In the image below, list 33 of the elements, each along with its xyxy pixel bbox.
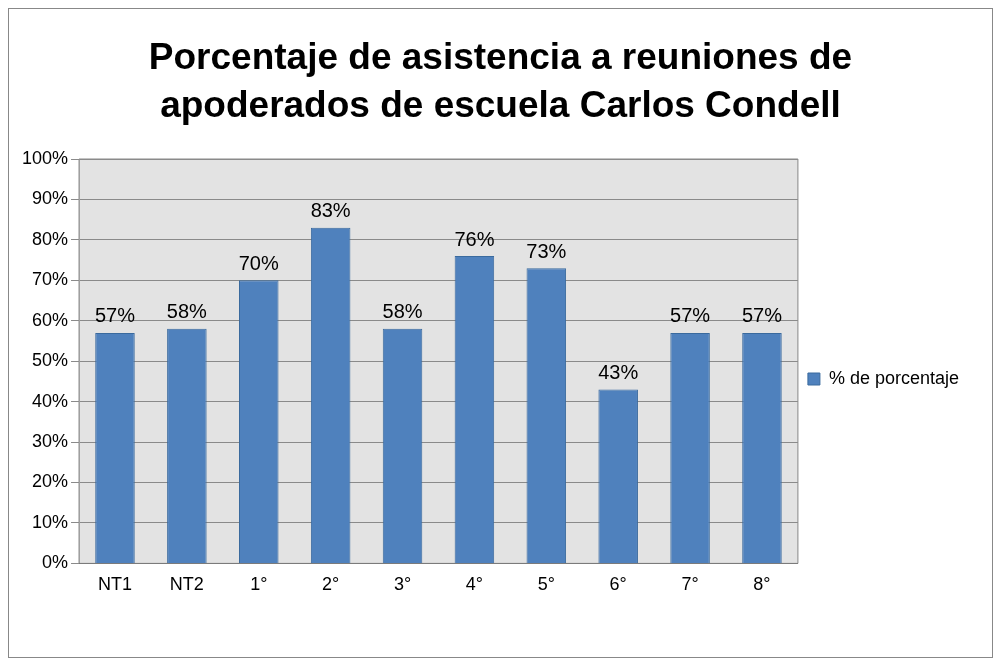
x-tick-label: 3° bbox=[393, 574, 412, 595]
y-tick-label: 20% bbox=[32, 471, 69, 492]
x-tick-label: NT1 bbox=[97, 574, 132, 595]
data-label: 57% bbox=[94, 304, 136, 327]
data-label: 73% bbox=[526, 239, 567, 262]
y-tick-label: 40% bbox=[32, 390, 69, 411]
x-tick-label: 5° bbox=[537, 574, 555, 595]
data-label: 58% bbox=[382, 300, 423, 323]
y-tick-label: 30% bbox=[32, 431, 69, 452]
data-label: 57% bbox=[741, 304, 783, 327]
y-tick-label: 80% bbox=[32, 229, 69, 250]
x-tick-label: 1° bbox=[250, 574, 268, 595]
y-tick-label: 50% bbox=[32, 350, 69, 371]
x-tick-label: 2° bbox=[322, 574, 340, 595]
y-tick-label: 10% bbox=[32, 512, 69, 533]
data-label: 43% bbox=[598, 361, 639, 384]
data-label: 58% bbox=[166, 300, 208, 323]
legend-label: % de porcentaje bbox=[828, 368, 960, 389]
data-label: 70% bbox=[238, 252, 279, 275]
data-label: 57% bbox=[670, 304, 711, 327]
y-tick-label: 0% bbox=[42, 552, 69, 573]
x-tick-label: 7° bbox=[681, 574, 699, 595]
y-tick-label: 70% bbox=[32, 269, 69, 290]
data-label: 83% bbox=[310, 199, 351, 222]
y-tick-label: 90% bbox=[32, 188, 69, 209]
chart-title: Porcentaje de asistencia a reuniones de apoderados de escuela Carlos Condell bbox=[147, 35, 854, 128]
y-tick-label: 60% bbox=[32, 309, 69, 330]
x-tick-label: 6° bbox=[609, 574, 627, 595]
x-tick-label: 4° bbox=[465, 574, 484, 595]
x-tick-label: NT2 bbox=[169, 574, 204, 595]
x-tick-label: 8° bbox=[753, 574, 771, 595]
data-label: 76% bbox=[454, 227, 495, 250]
y-tick-label: 100% bbox=[21, 148, 69, 169]
